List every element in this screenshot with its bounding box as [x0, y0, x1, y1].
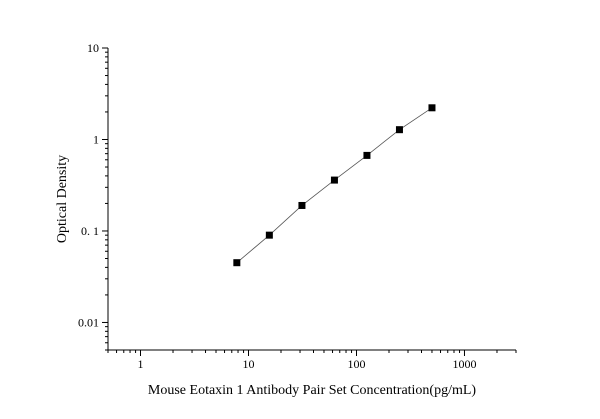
data-point [395, 126, 403, 134]
tick-labels: 1 10 100 1000 0.01 0. 1 1 10 [78, 41, 476, 371]
axes [107, 48, 516, 351]
data-point [330, 176, 338, 184]
y-tick-label: 0.01 [78, 315, 99, 329]
data-point [363, 151, 371, 159]
y-tick-label: 0. 1 [81, 224, 99, 238]
x-tick-label: 1000 [452, 357, 476, 371]
x-tick-label: 100 [347, 357, 365, 371]
y-tick-label: 1 [93, 132, 99, 146]
x-tick-label: 10 [242, 357, 254, 371]
y-axis-label: Optical Density [55, 155, 70, 243]
data-points [233, 104, 436, 267]
data-point [265, 231, 273, 239]
data-point [298, 201, 306, 209]
ticks [102, 47, 517, 356]
x-tick-label: 1 [138, 357, 144, 371]
y-tick-label: 10 [87, 41, 99, 55]
data-point [233, 259, 241, 267]
x-axis-label: Mouse Eotaxin 1 Antibody Pair Set Concen… [148, 383, 477, 398]
data-point [428, 104, 436, 112]
